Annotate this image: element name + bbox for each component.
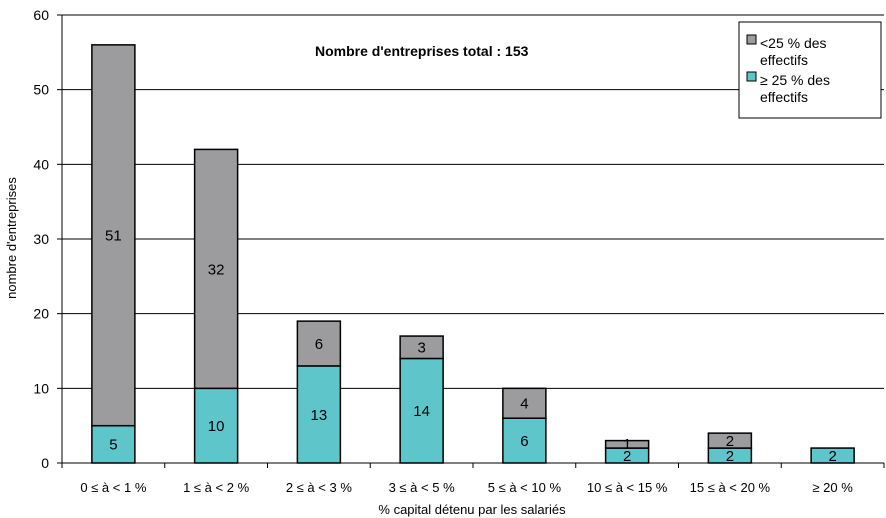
legend-swatch-25-plus — [746, 71, 757, 82]
bar-segment-under-25 — [296, 320, 342, 367]
bar-value-label: 4 — [520, 396, 528, 413]
bar-value-label: 5 — [109, 437, 117, 454]
y-axis-title: nombre d'entreprises — [4, 177, 19, 299]
y-tick-label: 40 — [33, 156, 49, 172]
bar-value-label: 10 — [208, 418, 225, 435]
y-tick-label: 20 — [33, 306, 49, 322]
legend-box — [738, 21, 882, 119]
bar-segment-25-plus — [193, 387, 239, 464]
bar-segment-under-25 — [502, 387, 547, 419]
legend-label: effectifs — [760, 89, 808, 105]
legend-label: effectifs — [760, 52, 808, 68]
legend-swatch-under-25 — [746, 34, 757, 45]
y-tick-label: 50 — [33, 82, 49, 98]
bar-segment-under-25 — [707, 432, 753, 449]
y-tick-label: 10 — [33, 380, 49, 396]
bar-value-label: 13 — [311, 407, 328, 424]
y-tick-labels: 0 10 20 30 40 50 60 — [33, 7, 49, 471]
axes — [57, 14, 885, 468]
y-tick-label: 60 — [33, 7, 49, 23]
bar-value-label: 2 — [726, 448, 734, 465]
x-tick-label: ≥ 20 % — [812, 480, 853, 495]
bar-value-label: 2 — [623, 448, 631, 465]
x-tick-label: 3 ≤ à < 5 % — [389, 480, 455, 495]
x-tick-labels: 0 ≤ à < 1 % 1 ≤ à < 2 % 2 ≤ à < 3 % 3 ≤ à <… — [80, 480, 853, 495]
bar-segment-under-25 — [604, 439, 650, 449]
legend-label: ≥ 25 % des — [760, 72, 830, 88]
bar-segment-under-25 — [399, 335, 444, 360]
bar-value-label: 6 — [520, 433, 528, 450]
x-tick-label: 2 ≤ à < 3 % — [286, 480, 352, 495]
bar-segment-25-plus — [399, 357, 444, 464]
bar-segment-25-plus — [296, 365, 342, 464]
bar-value-label: 32 — [208, 261, 225, 278]
chart-title: Nombre d'entreprises total : 153 — [315, 43, 529, 59]
bar-value-label: 51 — [105, 228, 122, 245]
x-tick-label: 10 ≤ à < 15 % — [587, 480, 668, 495]
x-tick-label: 1 ≤ à < 2 % — [183, 480, 249, 495]
bar-segment-25-plus — [502, 417, 547, 464]
bar-value-label: 6 — [315, 336, 323, 353]
legend-label: <25 % des — [760, 35, 827, 51]
bar-value-label: 2 — [726, 433, 734, 450]
bar-value-label: 3 — [417, 340, 425, 357]
x-tick-label: 15 ≤ à < 20 % — [690, 480, 771, 495]
y-tick-label: 30 — [33, 231, 49, 247]
bar-segment-under-25 — [193, 148, 239, 390]
x-tick-label: 0 ≤ à < 1 % — [80, 480, 146, 495]
bar-segment-under-25 — [91, 44, 136, 427]
bar-value-label: 2 — [828, 448, 836, 465]
y-tick-label: 0 — [41, 455, 49, 471]
x-axis-title: % capital détenu par les salariés — [378, 502, 566, 517]
bar-value-label: 1 — [623, 436, 631, 453]
x-tick-label: 5 ≤ à < 10 % — [488, 480, 562, 495]
bar-value-label: 14 — [413, 403, 430, 420]
